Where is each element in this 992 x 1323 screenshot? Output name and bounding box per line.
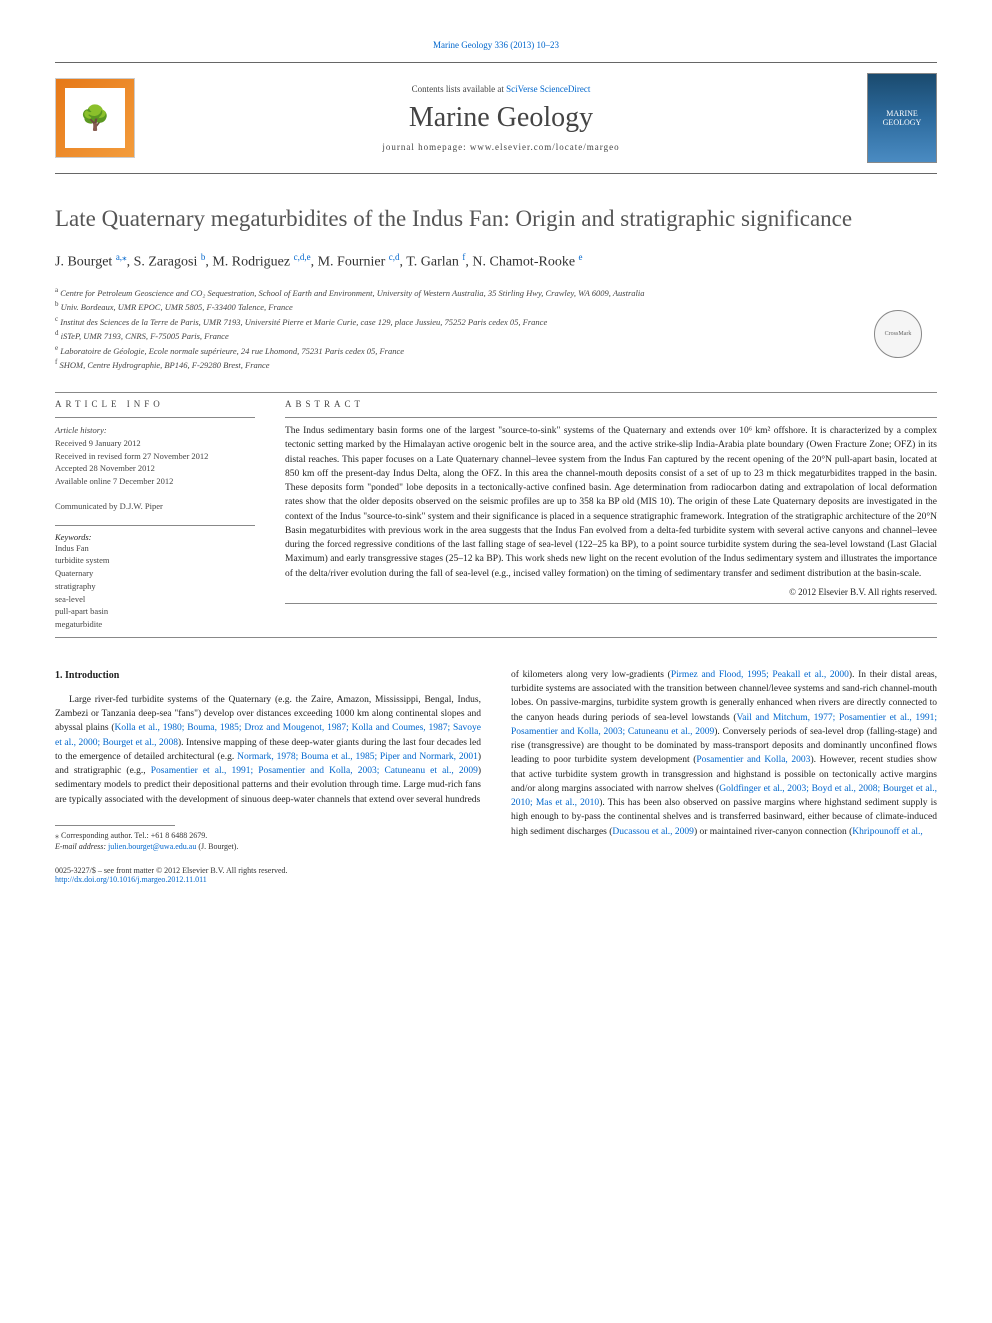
contents-prefix: Contents lists available at	[412, 84, 506, 94]
authors-line: J. Bourget a,⁎, S. Zaragosi b, M. Rodrig…	[55, 252, 937, 271]
footnote-divider	[55, 825, 175, 826]
keyword-item: stratigraphy	[55, 580, 255, 593]
affiliation-a: a Centre for Petroleum Geoscience and CO…	[55, 285, 937, 300]
elsevier-tree-icon: 🌳	[80, 104, 110, 133]
footer-left: 0025-3227/$ – see front matter © 2012 El…	[55, 866, 288, 884]
keyword-item: Indus Fan	[55, 542, 255, 555]
journal-page: Marine Geology 336 (2013) 10–23 🌳 Conten…	[0, 0, 992, 924]
corr-author-line: ⁎ Corresponding author. Tel.: +61 8 6488…	[55, 830, 481, 841]
keyword-item: pull-apart basin	[55, 605, 255, 618]
journal-header: 🌳 Contents lists available at SciVerse S…	[55, 62, 937, 174]
divider	[55, 637, 937, 638]
elsevier-logo: 🌳	[55, 78, 135, 158]
corr-email-line: E-mail address: julien.bourget@uwa.edu.a…	[55, 841, 481, 852]
homepage-line: journal homepage: www.elsevier.com/locat…	[135, 142, 867, 152]
author-3-aff[interactable]: c,d,e	[294, 252, 311, 262]
divider	[285, 603, 937, 604]
body-paragraph: of kilometers along very low-gradients (…	[511, 668, 937, 839]
author-4-aff[interactable]: c,d	[389, 252, 400, 262]
communicated-by: Communicated by D.J.W. Piper	[55, 500, 255, 513]
author-3: , M. Rodriguez	[205, 255, 293, 270]
article-history-block: Article history: Received 9 January 2012…	[55, 424, 255, 488]
keyword-item: megaturbidite	[55, 618, 255, 631]
homepage-url[interactable]: www.elsevier.com/locate/margeo	[470, 142, 620, 152]
author-6: , N. Chamot-Rooke	[465, 255, 578, 270]
affiliation-d: d iSTeP, UMR 7193, CNRS, F-75005 Paris, …	[55, 328, 937, 343]
affiliation-e: e Laboratoire de Géologie, Ecole normale…	[55, 343, 937, 358]
body-paragraph: Large river-fed turbidite systems of the…	[55, 693, 481, 807]
divider	[55, 417, 255, 418]
section-1-heading: 1. Introduction	[55, 668, 481, 683]
divider	[285, 417, 937, 418]
keyword-item: Quaternary	[55, 567, 255, 580]
author-5: , T. Garlan	[400, 255, 463, 270]
history-received: Received 9 January 2012	[55, 438, 141, 448]
abstract-heading: abstract	[285, 399, 937, 409]
citation-link[interactable]: Khripounoff et al.,	[852, 827, 923, 837]
author-2: , S. Zaragosi	[127, 255, 201, 270]
header-center: Contents lists available at SciVerse Sci…	[135, 84, 867, 152]
body-col-left: 1. Introduction Large river-fed turbidit…	[55, 668, 481, 852]
journal-name: Marine Geology	[135, 102, 867, 134]
crossmark-badge[interactable]: CrossMark	[874, 310, 922, 358]
history-label: Article history:	[55, 425, 107, 435]
page-footer: 0025-3227/$ – see front matter © 2012 El…	[55, 866, 937, 884]
divider	[55, 525, 255, 526]
affiliations-block: a Centre for Petroleum Geoscience and CO…	[55, 285, 937, 372]
citation-link[interactable]: Ducassou et al., 2009	[612, 827, 694, 837]
contents-line: Contents lists available at SciVerse Sci…	[135, 84, 867, 94]
article-info-heading: article info	[55, 399, 255, 409]
keywords-label: Keywords:	[55, 532, 255, 542]
author-6-aff[interactable]: e	[579, 252, 583, 262]
affiliation-f: f SHOM, Centre Hydrographie, BP146, F-29…	[55, 357, 937, 372]
abstract-text: The Indus sedimentary basin forms one of…	[285, 424, 937, 581]
info-abstract-row: article info Article history: Received 9…	[55, 399, 937, 631]
body-columns: 1. Introduction Large river-fed turbidit…	[55, 668, 937, 852]
history-online: Available online 7 December 2012	[55, 476, 173, 486]
author-4: , M. Fournier	[311, 255, 389, 270]
article-title: Late Quaternary megaturbidites of the In…	[55, 204, 937, 234]
sciencedirect-link[interactable]: SciVerse ScienceDirect	[506, 84, 590, 94]
citation-link[interactable]: Posamentier et al., 1991; Posamentier an…	[151, 766, 478, 776]
affiliation-b: b Univ. Bordeaux, UMR EPOC, UMR 5805, F-…	[55, 299, 937, 314]
history-accepted: Accepted 28 November 2012	[55, 463, 155, 473]
top-citation-link[interactable]: Marine Geology 336 (2013) 10–23	[55, 40, 937, 50]
citation-link[interactable]: Normark, 1978; Bouma et al., 1985; Piper…	[237, 752, 478, 762]
issn-line: 0025-3227/$ – see front matter © 2012 El…	[55, 866, 288, 875]
affiliation-c: c Institut des Sciences de la Terre de P…	[55, 314, 937, 329]
article-info-col: article info Article history: Received 9…	[55, 399, 255, 631]
keywords-list: Indus Fan turbidite system Quaternary st…	[55, 542, 255, 631]
keyword-item: turbidite system	[55, 554, 255, 567]
abstract-copyright: © 2012 Elsevier B.V. All rights reserved…	[285, 587, 937, 597]
divider	[55, 392, 937, 393]
email-link[interactable]: julien.bourget@uwa.edu.au	[108, 842, 196, 851]
abstract-col: abstract The Indus sedimentary basin for…	[285, 399, 937, 631]
keyword-item: sea-level	[55, 593, 255, 606]
homepage-prefix: journal homepage:	[382, 142, 469, 152]
body-col-right: of kilometers along very low-gradients (…	[511, 668, 937, 852]
corresponding-author-footnote: ⁎ Corresponding author. Tel.: +61 8 6488…	[55, 830, 481, 852]
journal-cover-thumbnail: MARINE GEOLOGY	[867, 73, 937, 163]
author-1: J. Bourget	[55, 255, 116, 270]
history-revised: Received in revised form 27 November 201…	[55, 451, 208, 461]
citation-link[interactable]: Posamentier and Kolla, 2003	[696, 755, 810, 765]
doi-link[interactable]: http://dx.doi.org/10.1016/j.margeo.2012.…	[55, 875, 207, 884]
citation-link[interactable]: Pirmez and Flood, 1995; Peakall et al., …	[671, 670, 849, 680]
